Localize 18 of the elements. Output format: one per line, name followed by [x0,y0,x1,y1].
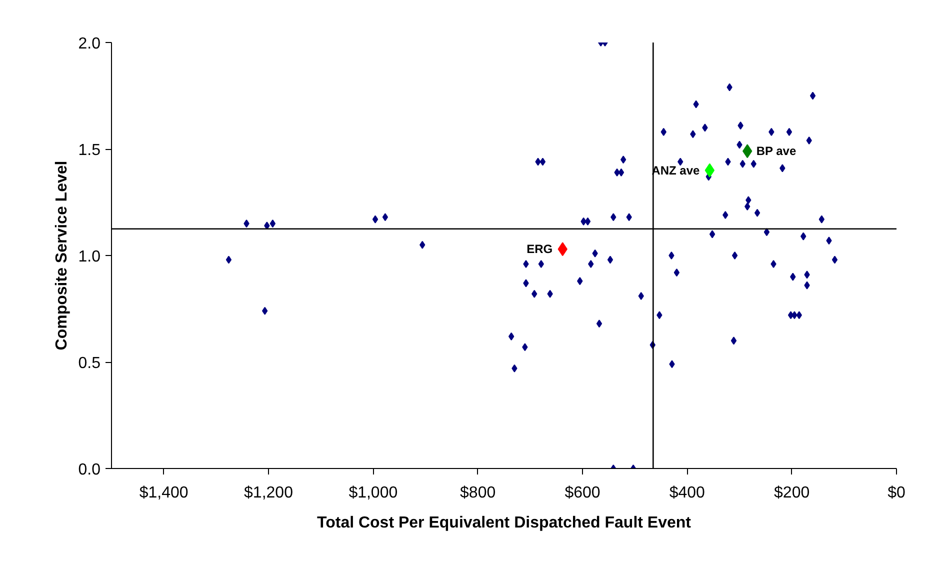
x-tick-label: $200 [774,484,810,502]
y-tick-label: 0.0 [78,462,101,478]
x-axis-title: Total Cost Per Equivalent Dispatched Fault Event [317,514,692,532]
x-tick-label: $800 [460,484,496,502]
point [704,163,715,178]
x-tick-label: $600 [564,484,600,502]
y-tick-label: 2.0 [78,36,101,52]
y-axis-title: Composite Service Level [53,160,70,350]
y-tick-label: 1.5 [78,142,101,159]
x-tick-label: $1,400 [139,484,188,502]
y-tick-label: 0.5 [78,355,101,372]
x-tick-label: $1,000 [348,484,398,502]
x-tick-label: $0 [888,484,906,502]
y-tick-label: 1.0 [78,248,101,266]
series-label: BP ave [756,144,796,158]
x-tick-label: $400 [669,484,706,502]
x-tick-label: $1,200 [244,484,294,502]
series-label: ERG [526,242,553,256]
